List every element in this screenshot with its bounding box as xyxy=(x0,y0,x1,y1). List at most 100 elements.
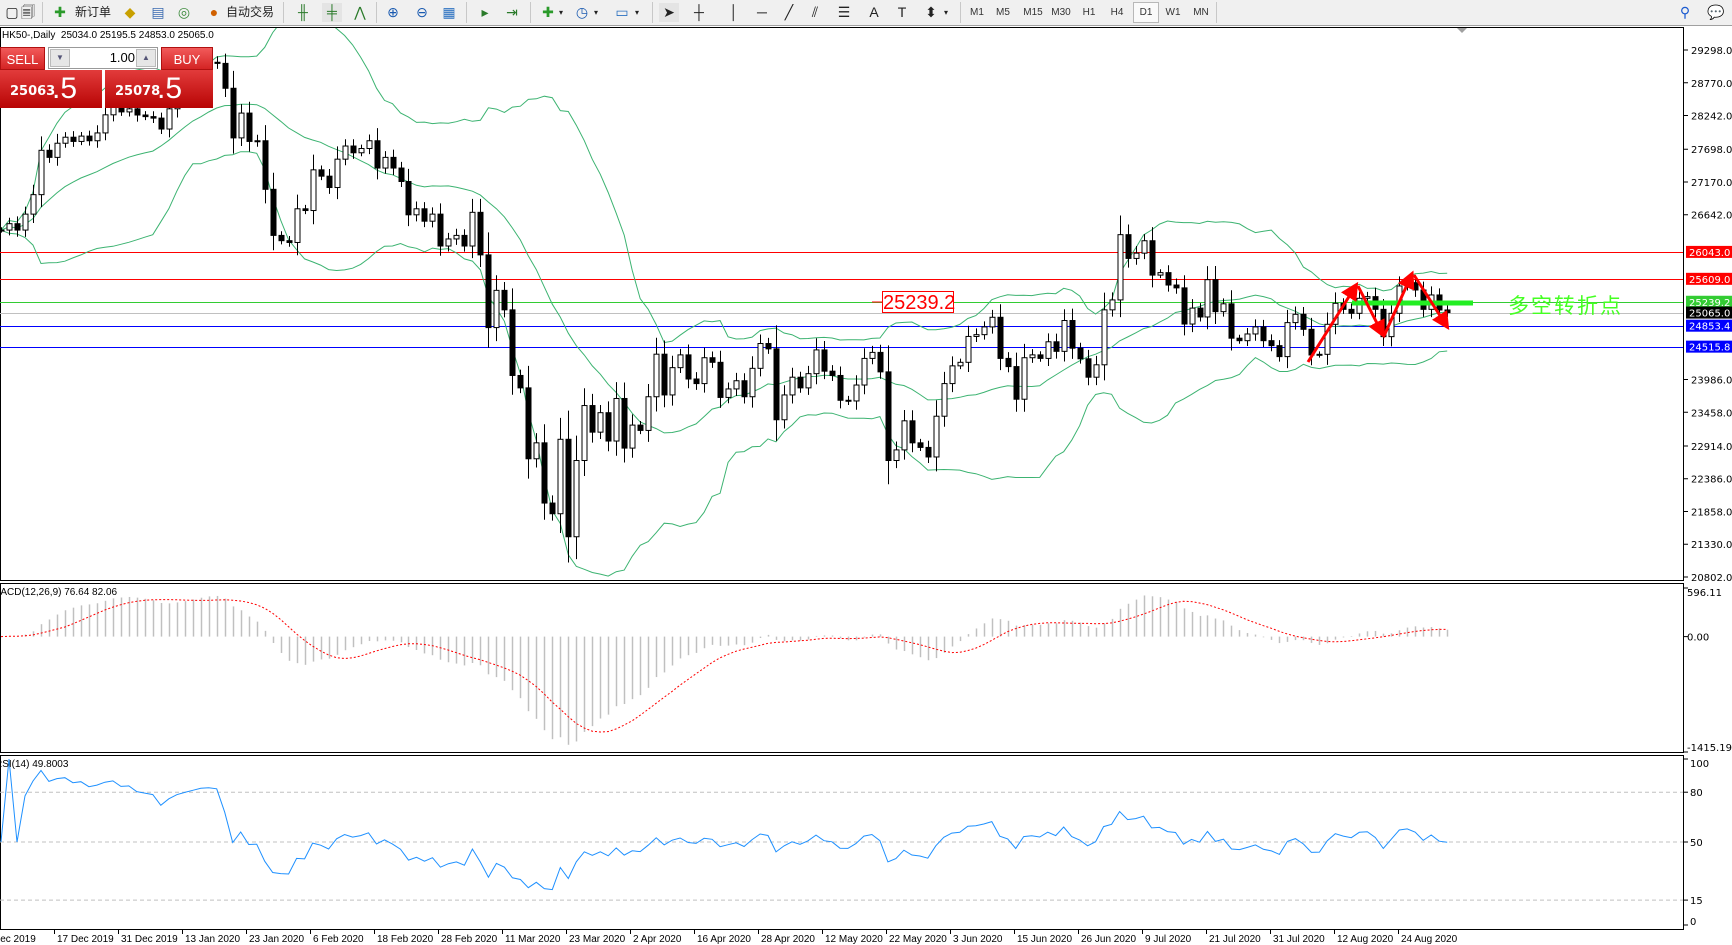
time-axis: Dec 2019 17 Dec 2019 31 Dec 2019 13 Jan 202… xyxy=(0,930,1458,945)
toolbar-separator xyxy=(42,2,43,23)
rsi-axis: 100 80 50 15 0 xyxy=(1684,758,1709,928)
fibonacci-icon[interactable]: ☰ xyxy=(837,4,851,20)
candle xyxy=(222,53,229,98)
horizontal-line-icon[interactable]: ─ xyxy=(757,4,767,20)
auto-trading-icon[interactable]: ● xyxy=(209,4,219,20)
level-price-label: 26043.0 xyxy=(1689,248,1730,259)
level-price-tag xyxy=(1686,340,1732,353)
candle xyxy=(997,304,1004,371)
volume-increase-icon[interactable]: ▲ xyxy=(136,49,156,67)
zigzag-arrow-4[interactable] xyxy=(1412,274,1450,331)
timeframe-d1[interactable]: D1 xyxy=(1133,2,1159,23)
vertical-line-icon[interactable]: │ xyxy=(729,4,739,20)
candle-body xyxy=(933,415,940,458)
drawn-annotations[interactable] xyxy=(872,270,1473,363)
candle-body xyxy=(158,117,165,130)
chevron-down-icon[interactable]: ▾ xyxy=(593,8,598,17)
trendline-icon[interactable]: ╱ xyxy=(784,4,794,20)
candle-body xyxy=(1125,234,1132,259)
candle xyxy=(1029,349,1036,363)
level-price-tag xyxy=(1686,319,1732,332)
price-tick-label: 26642.0 xyxy=(1691,211,1732,222)
new-chart-icon[interactable]: ▢ xyxy=(5,4,19,20)
periods-clock-icon[interactable]: ◷ xyxy=(575,4,589,20)
zigzag-arrow-3[interactable] xyxy=(1382,270,1415,337)
timeframe-h4[interactable]: H4 xyxy=(1110,7,1124,18)
candle xyxy=(485,232,492,348)
timeframe-mn[interactable]: MN xyxy=(1193,7,1209,18)
volume-decrease-icon[interactable]: ▼ xyxy=(50,49,70,67)
candle xyxy=(1021,343,1028,412)
candle xyxy=(1292,306,1299,330)
candle xyxy=(342,139,349,166)
line-chart-icon[interactable]: ⋀ xyxy=(354,4,366,20)
chat-icon[interactable]: 💬 xyxy=(1707,4,1725,20)
auto-trading-button[interactable]: 自动交易 xyxy=(225,5,274,19)
text-label-icon[interactable]: T xyxy=(897,4,907,20)
candle xyxy=(533,433,540,468)
candle-body xyxy=(374,140,381,169)
templates-icon[interactable]: ▭ xyxy=(615,4,629,20)
bar-chart-icon[interactable]: ╫ xyxy=(298,4,308,20)
candlestick-chart-icon[interactable]: ╪ xyxy=(322,3,342,22)
candle-body xyxy=(885,371,892,462)
candle-body xyxy=(1212,279,1219,313)
tile-windows-icon[interactable]: ▦ xyxy=(442,4,456,20)
buy-button[interactable]: BUY xyxy=(161,47,213,70)
zoom-out-icon[interactable]: ⊖ xyxy=(416,4,428,20)
candle xyxy=(613,382,620,456)
bollinger-lower xyxy=(0,151,1448,577)
chevron-down-icon[interactable]: ▾ xyxy=(634,8,639,17)
timeframe-h1[interactable]: H1 xyxy=(1082,7,1096,18)
zoom-in-icon[interactable]: ⊕ xyxy=(387,4,399,20)
timeframe-m1[interactable]: M1 xyxy=(970,7,984,18)
candle xyxy=(6,217,13,236)
equidistant-channel-icon[interactable]: ⫽ xyxy=(811,4,819,20)
new-order-button[interactable]: 新订单 xyxy=(74,5,111,19)
timeframe-m5[interactable]: M5 xyxy=(996,7,1010,18)
auto-scroll-icon[interactable]: ▸ xyxy=(481,4,489,20)
timeframe-m30[interactable]: M30 xyxy=(1051,7,1071,18)
chart-shift-icon[interactable]: ⇥ xyxy=(506,4,518,20)
candle xyxy=(701,347,708,393)
candle xyxy=(509,288,516,395)
chart-shift-marker[interactable] xyxy=(1457,28,1467,33)
arrows-shapes-icon[interactable]: ⬍ xyxy=(925,4,937,20)
new-order-icon[interactable]: ✚ xyxy=(54,4,66,20)
zigzag-arrow-2[interactable] xyxy=(1356,285,1385,339)
candle-body xyxy=(757,343,764,369)
candle xyxy=(829,365,836,381)
candle-body xyxy=(390,156,397,169)
pivot-note-text[interactable]: 多空转折点 xyxy=(1508,294,1623,318)
buy-price[interactable]: 25078 .5 xyxy=(105,70,213,108)
navigator-icon[interactable]: ◎ xyxy=(177,4,191,20)
price-tick-label: 27698.0 xyxy=(1691,145,1732,156)
chevron-down-icon[interactable]: ▾ xyxy=(943,8,948,17)
volume-stepper[interactable]: ▼ 1.00 ▲ xyxy=(48,47,158,69)
candle-body xyxy=(893,449,900,462)
candle-body xyxy=(230,87,237,139)
profiles-icon[interactable]: 🗐 xyxy=(21,4,35,20)
candle-body xyxy=(781,394,788,421)
market-watch-icon[interactable]: ◆ xyxy=(124,4,136,20)
sell-price[interactable]: 25063 .5 xyxy=(0,70,102,108)
sell-button[interactable]: SELL xyxy=(0,47,45,70)
data-window-icon[interactable]: ▤ xyxy=(151,4,165,20)
text-icon[interactable]: A xyxy=(869,4,879,20)
volume-input[interactable]: 1.00 xyxy=(109,50,135,65)
crosshair-icon[interactable]: ┼ xyxy=(694,4,704,20)
price-text-label[interactable]: 25239.2 xyxy=(882,291,956,314)
chevron-down-icon[interactable]: ▾ xyxy=(558,8,563,17)
zigzag-arrow-1[interactable] xyxy=(1306,281,1359,363)
candle xyxy=(310,154,317,225)
candle xyxy=(757,334,764,377)
macd-tick-label: 0.00 xyxy=(1687,633,1709,644)
timeframe-w1[interactable]: W1 xyxy=(1165,7,1181,18)
indicators-icon[interactable]: ✚ xyxy=(542,4,554,20)
cursor-icon[interactable]: ➤ xyxy=(659,3,679,22)
search-icon[interactable]: ⚲ xyxy=(1679,4,1691,20)
candle xyxy=(933,400,940,472)
timeframe-m15[interactable]: M15 xyxy=(1023,7,1043,18)
candle-body xyxy=(1165,272,1172,286)
